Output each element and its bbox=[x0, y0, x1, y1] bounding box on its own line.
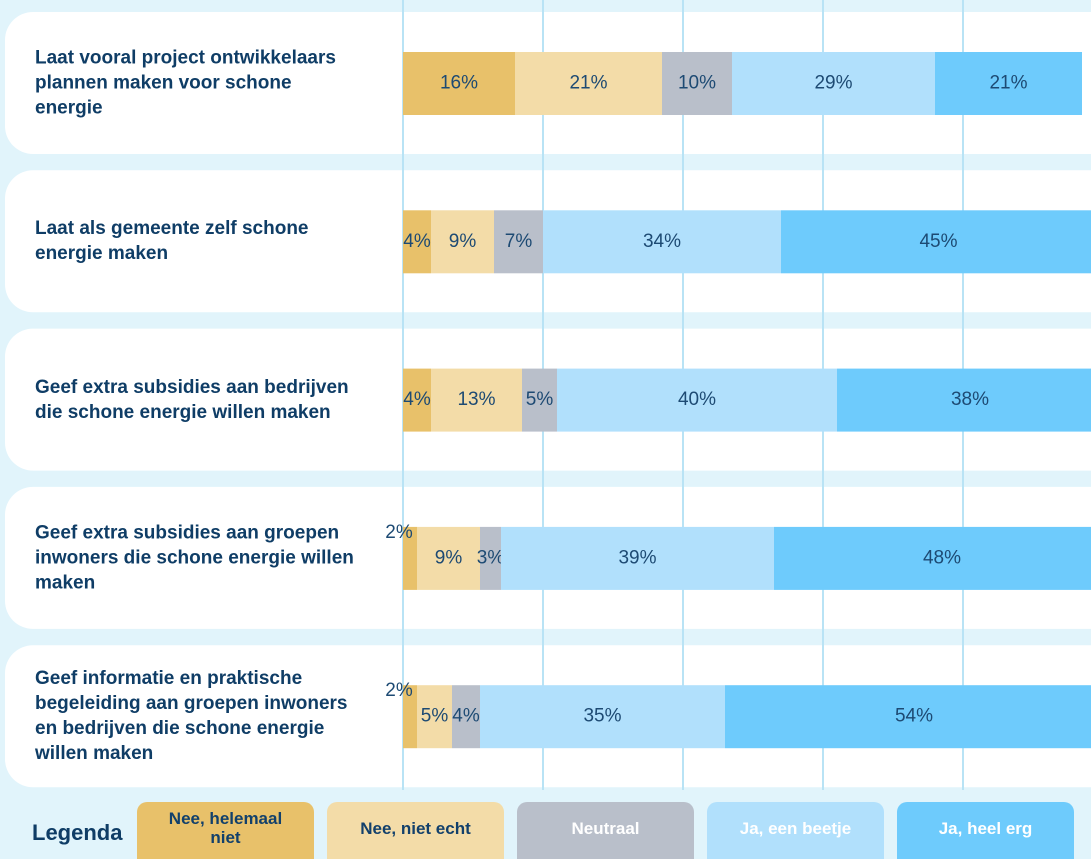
value-label: 35% bbox=[583, 706, 621, 727]
bar-segment bbox=[403, 210, 431, 274]
value-label: 48% bbox=[923, 547, 961, 568]
bar-segment bbox=[515, 52, 662, 115]
legend-label: Ja, heel erg bbox=[938, 819, 1033, 838]
bar-segment bbox=[935, 52, 1082, 115]
category-label: Geef extra subsidies aan bedrijven die s… bbox=[35, 376, 349, 423]
value-label: 40% bbox=[678, 389, 716, 410]
legend-label: Nee, helemaal niet bbox=[168, 809, 283, 847]
legend-item: Ja, heel erg bbox=[897, 802, 1074, 859]
bar-segment bbox=[774, 526, 1091, 590]
value-label: 13% bbox=[457, 389, 495, 410]
category-label: Laat als gemeente zelf schone energie ma… bbox=[35, 218, 309, 265]
value-label: 10% bbox=[678, 73, 716, 94]
value-label: 54% bbox=[895, 706, 933, 727]
value-label: 9% bbox=[435, 547, 463, 568]
value-label: 38% bbox=[951, 389, 989, 410]
value-label: 29% bbox=[814, 73, 852, 94]
value-label: 9% bbox=[449, 231, 477, 252]
bar-segment bbox=[543, 210, 781, 274]
bar-segment bbox=[431, 210, 494, 274]
bar-segment bbox=[837, 368, 1091, 432]
bar-segment bbox=[662, 52, 732, 115]
value-label: 5% bbox=[526, 389, 554, 410]
legend-item: Nee, helemaal niet bbox=[137, 802, 314, 859]
legend-label: Ja, een beetje bbox=[739, 819, 852, 838]
legend-item: Neutraal bbox=[517, 802, 694, 859]
value-label: 16% bbox=[440, 73, 478, 94]
value-label: 4% bbox=[403, 389, 431, 410]
category-label: Geef informatie en praktische begeleidin… bbox=[35, 668, 348, 765]
legend-label: Nee, niet echt bbox=[360, 819, 471, 838]
value-label: 21% bbox=[989, 73, 1027, 94]
bar-segment bbox=[403, 52, 515, 115]
bar-segment bbox=[417, 526, 480, 590]
bar-segment bbox=[494, 210, 543, 274]
bar-segment bbox=[557, 368, 837, 432]
bar-segment bbox=[480, 685, 725, 749]
value-label: 21% bbox=[569, 73, 607, 94]
bar-segment bbox=[732, 52, 935, 115]
bar-segment bbox=[403, 368, 431, 432]
legend-item: Ja, een beetje bbox=[707, 802, 884, 859]
category-label: Geef extra subsidies aan groepen inwoner… bbox=[35, 522, 354, 594]
bar-segment bbox=[725, 685, 1091, 749]
bar-segment bbox=[403, 526, 417, 590]
value-label: 3% bbox=[477, 547, 505, 568]
bar-segment bbox=[781, 210, 1091, 274]
value-label: 39% bbox=[618, 547, 656, 568]
category-label: Laat vooral project ontwikkelaars planne… bbox=[35, 47, 336, 119]
value-label: 7% bbox=[505, 231, 533, 252]
legend-title: Legenda bbox=[32, 820, 123, 845]
bar-segment bbox=[480, 526, 501, 590]
legend-label: Neutraal bbox=[571, 819, 640, 838]
bar-segment bbox=[501, 526, 774, 590]
bar-segment bbox=[403, 685, 417, 749]
bar-segment bbox=[522, 368, 557, 432]
value-label: 2% bbox=[385, 522, 413, 543]
bar-segment bbox=[452, 685, 480, 749]
value-label: 4% bbox=[452, 706, 480, 727]
value-label: 2% bbox=[385, 680, 413, 701]
value-label: 45% bbox=[919, 231, 957, 252]
value-label: 34% bbox=[643, 231, 681, 252]
bar-segment bbox=[417, 685, 452, 749]
value-label: 4% bbox=[403, 231, 431, 252]
bar-segment bbox=[431, 368, 522, 432]
legend-item: Nee, niet echt bbox=[327, 802, 504, 859]
value-label: 5% bbox=[421, 706, 449, 727]
